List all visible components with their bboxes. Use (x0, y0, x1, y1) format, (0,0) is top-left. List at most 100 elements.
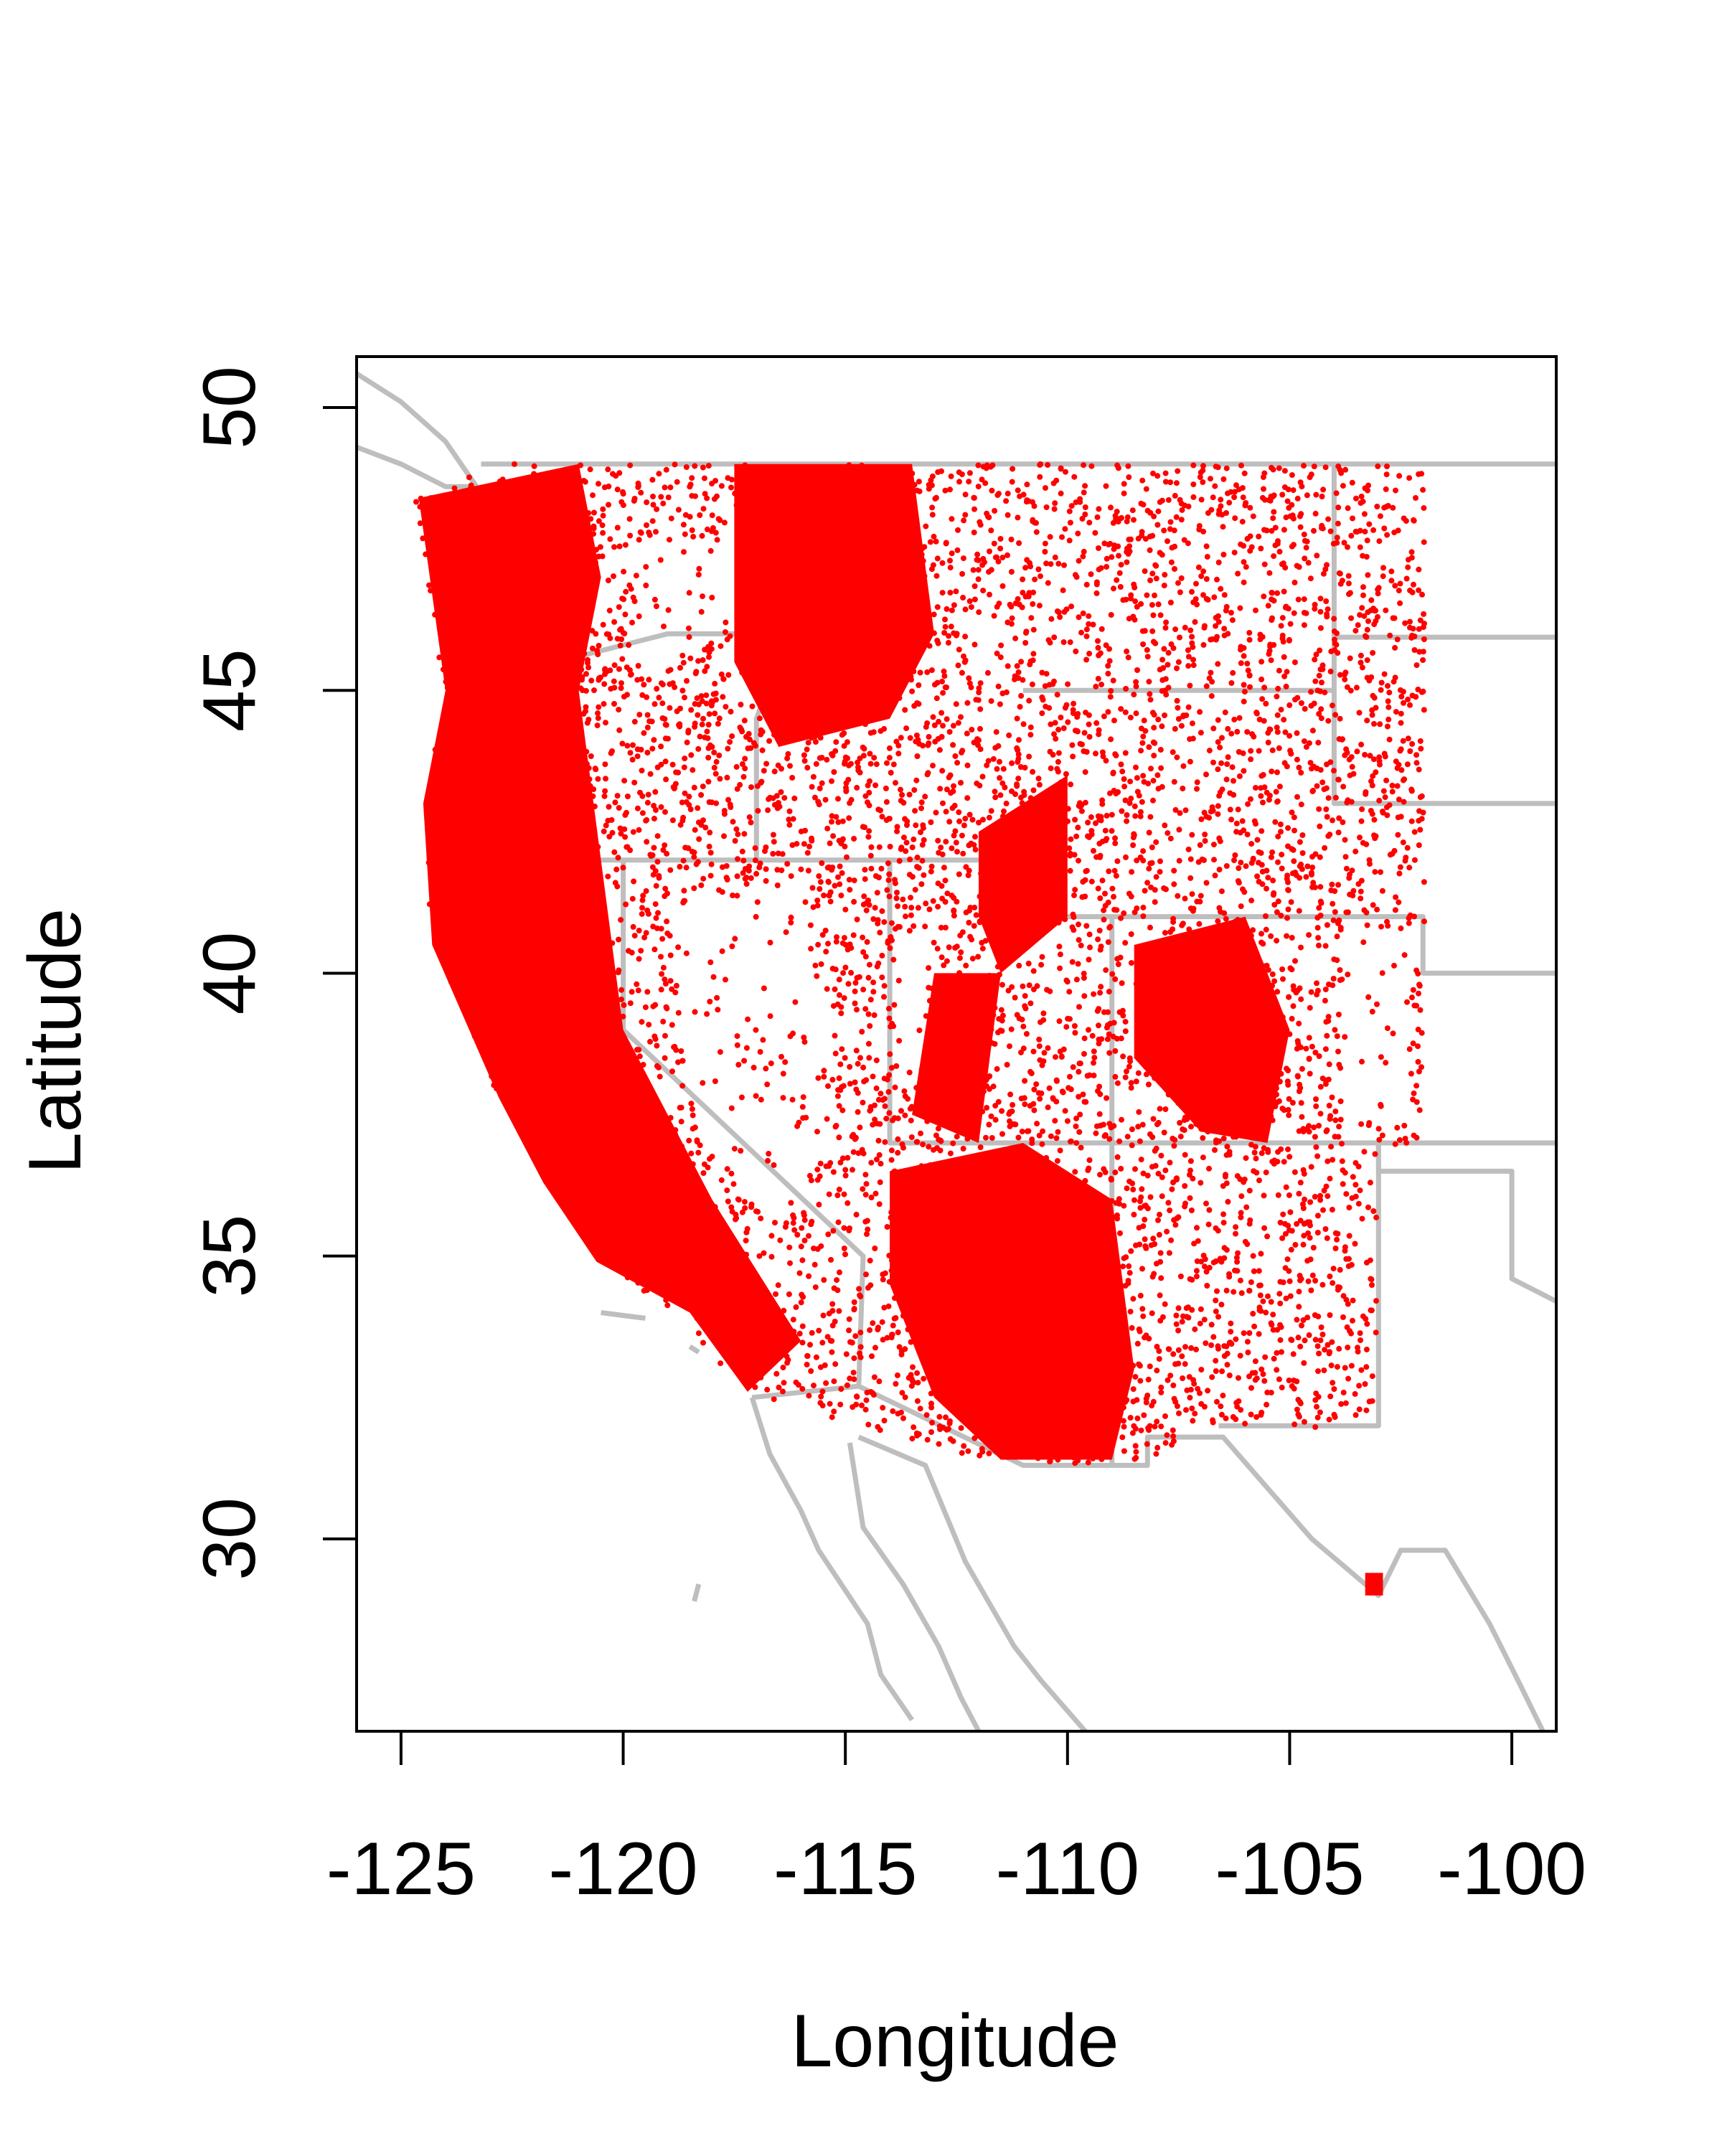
data-point (623, 1177, 629, 1182)
data-point (428, 824, 434, 830)
data-point (1040, 1010, 1046, 1016)
data-point (515, 731, 521, 737)
data-point (781, 1071, 786, 1077)
data-point (1177, 858, 1182, 864)
data-point (903, 1268, 908, 1274)
data-point (858, 666, 864, 672)
data-point (1325, 1127, 1330, 1133)
data-point (1031, 968, 1037, 974)
data-point (691, 885, 697, 891)
data-point (842, 995, 847, 1001)
data-point (624, 1066, 629, 1072)
data-point (1237, 773, 1243, 779)
data-point (772, 1220, 778, 1225)
data-point (592, 877, 598, 882)
data-point (1024, 1339, 1030, 1345)
data-point (1012, 995, 1018, 1001)
data-point (937, 747, 943, 753)
data-point (618, 643, 624, 649)
data-point (1114, 873, 1119, 879)
data-point (976, 567, 982, 573)
data-point (635, 753, 641, 759)
data-point (1313, 1103, 1319, 1109)
data-point (762, 537, 768, 543)
data-point (796, 606, 801, 611)
data-point (498, 961, 504, 967)
data-point (898, 1232, 904, 1238)
data-point (980, 588, 986, 593)
data-point (1337, 1267, 1343, 1273)
data-point (967, 598, 973, 604)
data-point (880, 1276, 886, 1282)
data-point (433, 783, 438, 789)
data-point (482, 695, 488, 701)
data-point (1276, 1376, 1282, 1382)
data-point (814, 974, 819, 979)
data-point (977, 783, 982, 789)
data-point (541, 949, 547, 955)
data-point (868, 672, 874, 677)
data-point (816, 1328, 822, 1334)
data-point (1055, 608, 1060, 614)
data-point (1261, 593, 1266, 599)
data-point (1215, 803, 1221, 809)
data-point (476, 634, 482, 639)
data-point (1086, 1284, 1092, 1289)
data-point (984, 882, 990, 888)
data-point (527, 661, 532, 667)
data-point (1365, 488, 1370, 494)
data-point (500, 576, 506, 582)
data-point (1081, 975, 1087, 981)
data-point (886, 872, 892, 877)
data-point (496, 899, 502, 905)
data-point (649, 1212, 654, 1218)
data-point (1096, 1084, 1102, 1090)
data-point (920, 596, 926, 602)
data-point (1280, 633, 1286, 639)
data-point (666, 494, 672, 500)
data-point (641, 730, 646, 736)
data-point (1012, 1396, 1017, 1402)
data-point (621, 1075, 626, 1081)
data-point (659, 926, 664, 931)
data-point (879, 908, 885, 914)
data-point (1418, 738, 1424, 744)
data-point (1261, 1378, 1267, 1384)
data-point (916, 905, 921, 910)
data-point (1214, 1093, 1220, 1099)
data-point (1315, 1230, 1321, 1235)
data-point (959, 1425, 964, 1431)
data-point (893, 1169, 899, 1175)
data-point (636, 956, 642, 962)
data-point (1065, 682, 1071, 687)
data-point (1133, 1243, 1139, 1248)
data-point (893, 926, 898, 932)
data-point (979, 990, 985, 996)
data-point (970, 1393, 976, 1399)
data-point (748, 784, 754, 790)
data-point (606, 578, 611, 583)
data-point (1302, 738, 1307, 744)
data-point (1216, 905, 1222, 911)
data-point (494, 765, 499, 771)
data-point (1123, 710, 1129, 715)
data-point (436, 654, 442, 660)
data-point (844, 1200, 850, 1206)
data-point (757, 715, 763, 721)
data-point (882, 626, 888, 632)
data-point (947, 1108, 953, 1114)
data-point (1132, 1166, 1138, 1172)
data-point (1068, 520, 1073, 526)
data-point (951, 723, 956, 729)
data-point (845, 947, 851, 953)
data-point (951, 1279, 956, 1285)
data-point (1059, 1383, 1065, 1389)
data-point (1194, 1225, 1200, 1230)
data-point (1066, 989, 1072, 994)
data-point (936, 1380, 941, 1386)
data-point (1156, 786, 1162, 791)
data-point (1345, 505, 1351, 511)
data-point (481, 837, 486, 843)
data-point (1066, 1355, 1072, 1360)
data-point (581, 651, 587, 656)
